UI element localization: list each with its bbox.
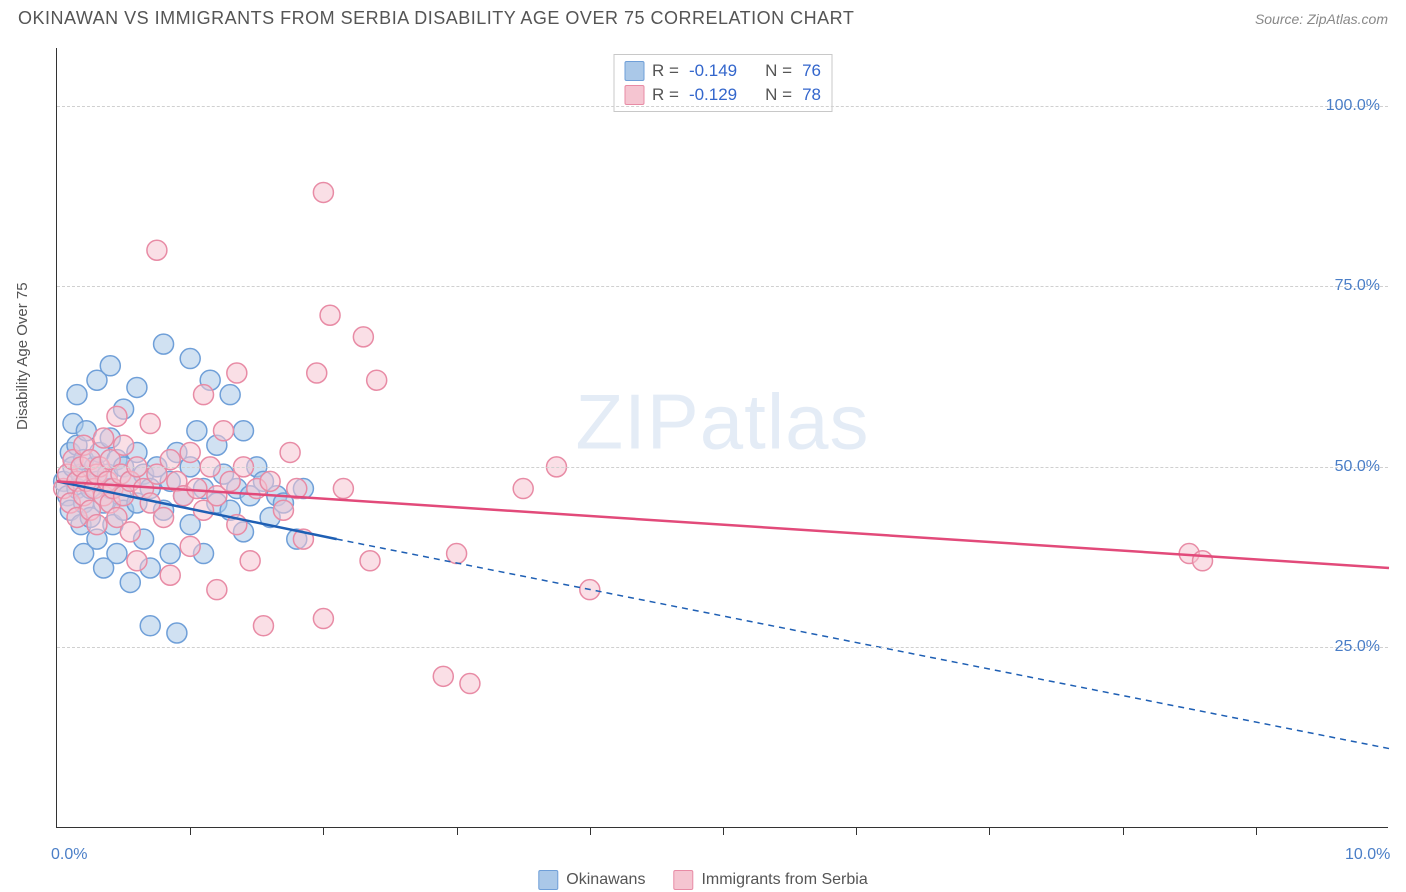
x-tick — [190, 827, 191, 835]
scatter-point — [87, 515, 107, 535]
scatter-point — [313, 182, 333, 202]
n-value-okinawans: 76 — [802, 61, 821, 81]
gridline-h — [57, 647, 1388, 648]
scatter-point — [120, 522, 140, 542]
scatter-point — [447, 544, 467, 564]
chart-plot-area: ZIPatlas R = -0.149 N = 76 R = -0.129 N … — [56, 48, 1388, 828]
source-attribution: Source: ZipAtlas.com — [1255, 11, 1388, 27]
scatter-point — [140, 616, 160, 636]
scatter-point — [253, 616, 273, 636]
scatter-point — [67, 385, 87, 405]
r-label: R = — [652, 61, 679, 81]
swatch-okinawans — [624, 61, 644, 81]
scatter-point — [207, 580, 227, 600]
gridline-h — [57, 106, 1388, 107]
regression-line-extrapolated — [337, 539, 1389, 748]
scatter-point — [140, 414, 160, 434]
legend-label: Okinawans — [566, 871, 645, 889]
r-value-okinawans: -0.149 — [689, 61, 737, 81]
n-label: N = — [765, 85, 792, 105]
scatter-point — [313, 609, 333, 629]
scatter-point — [127, 551, 147, 571]
x-axis-label: 10.0% — [1345, 846, 1390, 864]
scatter-point — [233, 421, 253, 441]
scatter-point — [187, 479, 207, 499]
n-value-serbia: 78 — [802, 85, 821, 105]
scatter-point — [214, 421, 234, 441]
scatter-point — [147, 240, 167, 260]
scatter-point — [240, 551, 260, 571]
scatter-point — [127, 377, 147, 397]
scatter-point — [154, 334, 174, 354]
r-label: R = — [652, 85, 679, 105]
scatter-point — [260, 471, 280, 491]
scatter-point — [433, 666, 453, 686]
legend-item-serbia: Immigrants from Serbia — [673, 870, 867, 890]
x-tick — [723, 827, 724, 835]
scatter-point — [100, 356, 120, 376]
scatter-point — [160, 565, 180, 585]
n-label: N = — [765, 61, 792, 81]
legend: Okinawans Immigrants from Serbia — [538, 870, 867, 890]
x-axis-label: 0.0% — [51, 846, 87, 864]
x-tick — [1256, 827, 1257, 835]
legend-label: Immigrants from Serbia — [701, 871, 867, 889]
scatter-point — [513, 479, 533, 499]
scatter-point — [107, 544, 127, 564]
scatter-point — [180, 349, 200, 369]
scatter-point — [120, 572, 140, 592]
scatter-point — [227, 363, 247, 383]
y-tick-label: 100.0% — [1326, 97, 1380, 115]
scatter-point — [160, 544, 180, 564]
scatter-point — [180, 442, 200, 462]
x-tick — [989, 827, 990, 835]
scatter-point — [320, 305, 340, 325]
y-axis-label: Disability Age Over 75 — [14, 282, 31, 430]
y-tick-label: 50.0% — [1335, 458, 1380, 476]
stats-row-okinawans: R = -0.149 N = 76 — [624, 59, 821, 83]
scatter-point — [167, 623, 187, 643]
scatter-point — [307, 363, 327, 383]
scatter-point — [367, 370, 387, 390]
scatter-point — [273, 500, 293, 520]
scatter-point — [220, 385, 240, 405]
scatter-plot-svg — [57, 48, 1388, 827]
chart-title: OKINAWAN VS IMMIGRANTS FROM SERBIA DISAB… — [18, 8, 854, 29]
legend-item-okinawans: Okinawans — [538, 870, 645, 890]
y-tick-label: 75.0% — [1335, 277, 1380, 295]
scatter-point — [194, 385, 214, 405]
scatter-point — [114, 435, 134, 455]
scatter-point — [1193, 551, 1213, 571]
scatter-point — [333, 479, 353, 499]
scatter-point — [280, 442, 300, 462]
x-tick — [457, 827, 458, 835]
r-value-serbia: -0.129 — [689, 85, 737, 105]
scatter-point — [360, 551, 380, 571]
scatter-point — [187, 421, 207, 441]
scatter-point — [180, 536, 200, 556]
scatter-point — [353, 327, 373, 347]
legend-swatch-serbia — [673, 870, 693, 890]
x-tick — [856, 827, 857, 835]
x-tick — [1123, 827, 1124, 835]
gridline-h — [57, 467, 1388, 468]
x-tick — [323, 827, 324, 835]
swatch-serbia — [624, 85, 644, 105]
x-tick — [590, 827, 591, 835]
scatter-point — [460, 674, 480, 694]
legend-swatch-okinawans — [538, 870, 558, 890]
y-tick-label: 25.0% — [1335, 638, 1380, 656]
scatter-point — [154, 507, 174, 527]
stats-row-serbia: R = -0.129 N = 78 — [624, 83, 821, 107]
scatter-point — [107, 406, 127, 426]
correlation-stats-box: R = -0.149 N = 76 R = -0.129 N = 78 — [613, 54, 832, 112]
gridline-h — [57, 286, 1388, 287]
scatter-point — [94, 428, 114, 448]
